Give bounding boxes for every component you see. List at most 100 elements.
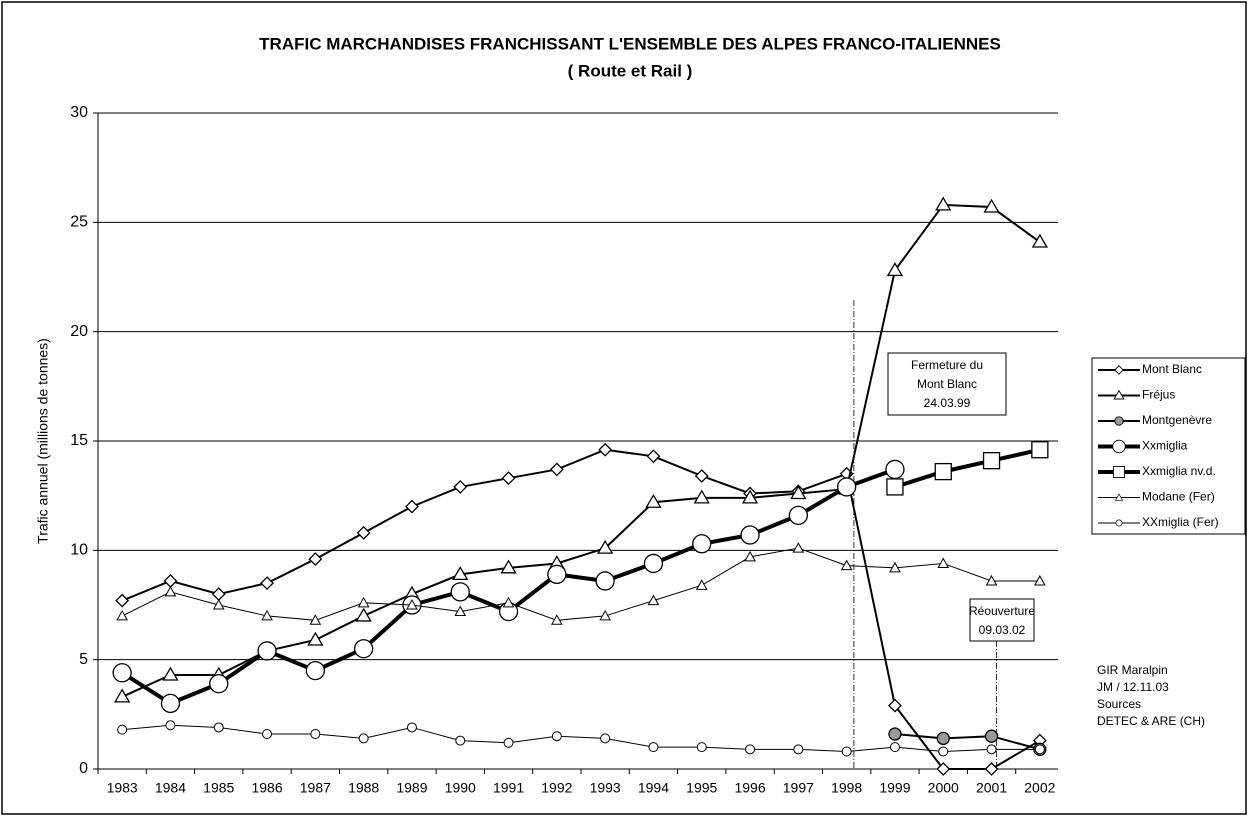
marker	[503, 737, 514, 748]
x-tick-label: 1984	[155, 780, 186, 796]
x-tick-label: 1998	[831, 780, 862, 796]
marker	[938, 746, 949, 757]
x-tick-label: 1997	[783, 780, 814, 796]
marker	[692, 534, 712, 554]
legend-item: XXmiglia (Fer)	[1098, 515, 1219, 529]
marker	[888, 698, 902, 713]
marker	[112, 663, 132, 683]
marker	[353, 639, 374, 659]
marker	[114, 688, 131, 703]
marker	[547, 564, 567, 585]
y-tick-label: 20	[70, 323, 88, 340]
marker	[165, 720, 176, 731]
marker	[163, 574, 178, 588]
marker	[309, 614, 322, 625]
marker	[406, 598, 418, 610]
marker	[213, 722, 224, 733]
legend-item: Mont Blanc	[1098, 362, 1202, 376]
marker	[646, 449, 661, 464]
legend-label: XXmiglia (Fer)	[1142, 515, 1219, 529]
x-tick-label: 2000	[928, 780, 959, 796]
marker	[598, 442, 613, 457]
chart-subtitle: ( Route et Rail )	[568, 61, 693, 80]
legend-label: Montgenèvre	[1142, 413, 1212, 427]
note: JM / 12.11.03	[1097, 680, 1169, 694]
marker	[886, 262, 904, 277]
marker	[788, 505, 808, 525]
marker	[985, 574, 998, 586]
marker	[1112, 439, 1126, 454]
legend-item: Xxmiglia nv.d.	[1098, 464, 1216, 478]
marker	[450, 582, 470, 602]
note: GIR Maralpin	[1097, 663, 1168, 677]
marker	[1115, 519, 1123, 527]
marker	[405, 499, 419, 514]
marker	[936, 731, 950, 746]
marker	[357, 596, 370, 608]
marker	[693, 489, 710, 504]
marker	[1114, 416, 1124, 426]
marker	[599, 609, 611, 621]
marker	[1031, 441, 1049, 459]
x-tick-label: 1996	[734, 780, 765, 796]
x-tick-label: 1986	[251, 780, 282, 796]
chart-title: TRAFIC MARCHANDISES FRANCHISSANT L'ENSEM…	[259, 34, 1001, 53]
annotation-box	[969, 598, 1035, 642]
marker	[356, 525, 371, 540]
legend-label: Modane (Fer)	[1142, 490, 1215, 504]
marker	[355, 607, 372, 622]
annotation-text: Fermeture du	[911, 358, 983, 372]
marker	[453, 480, 468, 494]
x-tick-label: 1987	[300, 780, 331, 796]
marker	[1034, 744, 1045, 755]
marker	[305, 660, 326, 681]
marker	[1114, 493, 1124, 501]
x-tick-label: 1999	[879, 780, 910, 796]
marker	[164, 585, 177, 597]
annotation-text: Mont Blanc	[917, 377, 977, 391]
marker	[886, 478, 904, 496]
marker	[740, 525, 760, 545]
marker	[209, 674, 229, 694]
y-tick-label: 25	[70, 214, 88, 231]
marker	[551, 614, 563, 625]
y-tick-label: 0	[79, 760, 88, 777]
x-tick-label: 1983	[107, 780, 138, 796]
marker	[162, 666, 179, 681]
marker	[983, 198, 1000, 213]
marker	[310, 729, 321, 740]
marker	[160, 693, 181, 714]
marker	[984, 762, 999, 776]
marker	[937, 557, 950, 568]
x-tick-label: 2001	[976, 780, 1007, 796]
annotation-text: Réouverture	[969, 604, 1035, 618]
marker	[597, 539, 614, 554]
marker	[358, 733, 369, 744]
marker	[643, 553, 664, 574]
y-tick-label: 15	[70, 432, 88, 449]
marker	[455, 735, 466, 746]
marker	[501, 471, 516, 486]
marker	[889, 742, 900, 753]
marker	[744, 550, 756, 562]
marker	[982, 452, 1001, 470]
marker	[502, 596, 515, 608]
marker	[793, 744, 804, 755]
x-tick-label: 1985	[203, 780, 234, 796]
marker	[986, 744, 997, 755]
marker	[116, 609, 128, 621]
x-tick-label: 1994	[638, 780, 669, 796]
y-tick-label: 30	[70, 104, 88, 121]
series-line	[121, 448, 1041, 770]
marker	[645, 493, 662, 508]
legend-label: Mont Blanc	[1142, 362, 1202, 376]
marker	[549, 462, 564, 477]
x-tick-label: 1991	[493, 780, 524, 796]
marker	[936, 762, 951, 776]
x-tick-label: 1988	[348, 780, 379, 796]
marker	[211, 587, 226, 601]
legend-item: Xxmiglia	[1098, 439, 1188, 454]
marker	[406, 722, 417, 733]
